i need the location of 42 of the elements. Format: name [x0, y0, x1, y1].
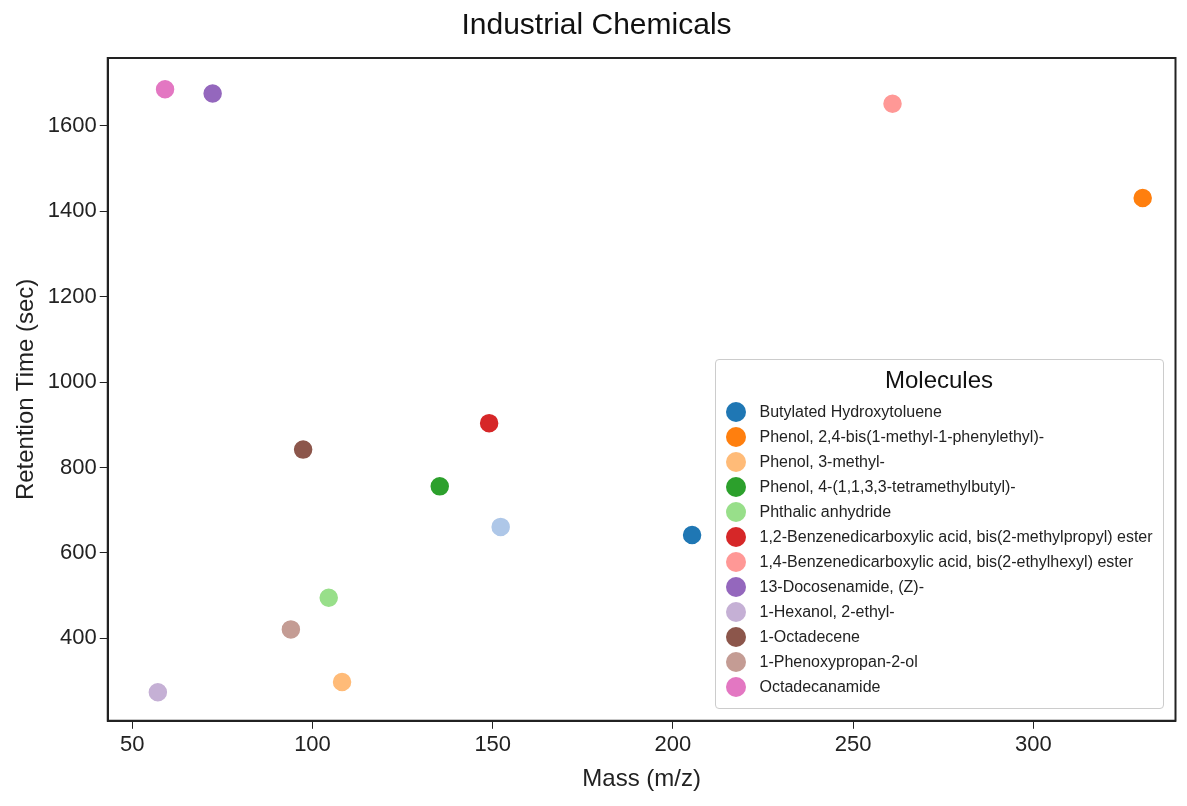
legend-label: 1-Octadecene — [759, 628, 861, 647]
legend-label: Phenol, 4-(1,1,3,3-tetramethylbutyl)- — [759, 478, 1016, 497]
point — [280, 618, 302, 641]
y-tick-label: 1200 — [47, 282, 97, 308]
point — [331, 671, 353, 693]
y-tick-label: 1400 — [47, 197, 97, 223]
y-tick-label: 800 — [60, 453, 97, 479]
point — [201, 82, 224, 105]
x-tick-label: 150 — [474, 731, 512, 757]
legend-label: Phenol, 2,4-bis(1-methyl-1-phenylethyl)- — [759, 428, 1045, 447]
x-tick-label: 50 — [120, 731, 145, 757]
point — [489, 516, 512, 538]
point — [317, 587, 340, 609]
legend-label: Phthalic anhydride — [759, 503, 892, 522]
y-tick-label: 1000 — [47, 368, 97, 394]
y-tick-label: 400 — [60, 624, 97, 650]
x-tick-label: 300 — [1015, 731, 1052, 757]
y-tick-label: 600 — [60, 539, 97, 565]
legend-label: Octadecanamide — [759, 678, 881, 697]
x-tick-label: 200 — [654, 731, 692, 757]
legend-label: 1-Phenoxypropan-2-ol — [759, 653, 918, 672]
point — [881, 92, 904, 115]
x-tick-label: 100 — [294, 731, 331, 757]
point — [478, 412, 500, 434]
legend-label: 1-Hexanol, 2-ethyl- — [759, 603, 895, 622]
x-tick-label: 250 — [834, 731, 872, 757]
legend-title: Molecules — [884, 365, 995, 394]
legend-label: 1,4-Benzenedicarboxylic acid, bis(2-ethylhexyl) ester — [759, 553, 1134, 572]
x-axis-title: Mass (m/z) — [582, 764, 701, 792]
legend-label: 1,2-Benzenedicarboxylic acid, bis(2-methylpropyl) ester — [759, 528, 1153, 547]
legend-label: Phenol, 3-methyl- — [759, 453, 885, 472]
point — [154, 78, 176, 100]
legend-label: 13-Docosenamide, (Z)- — [759, 578, 924, 597]
y-tick-label: 1600 — [47, 111, 97, 137]
point — [429, 475, 451, 498]
point — [681, 524, 703, 546]
chart-title: Industrial Chemicals — [461, 7, 732, 41]
point — [292, 438, 314, 461]
point — [147, 681, 169, 703]
legend-label: Butylated Hydroxytoluene — [759, 403, 942, 422]
y-axis-title: Retention Time (sec) — [11, 278, 39, 501]
point — [1131, 187, 1154, 209]
